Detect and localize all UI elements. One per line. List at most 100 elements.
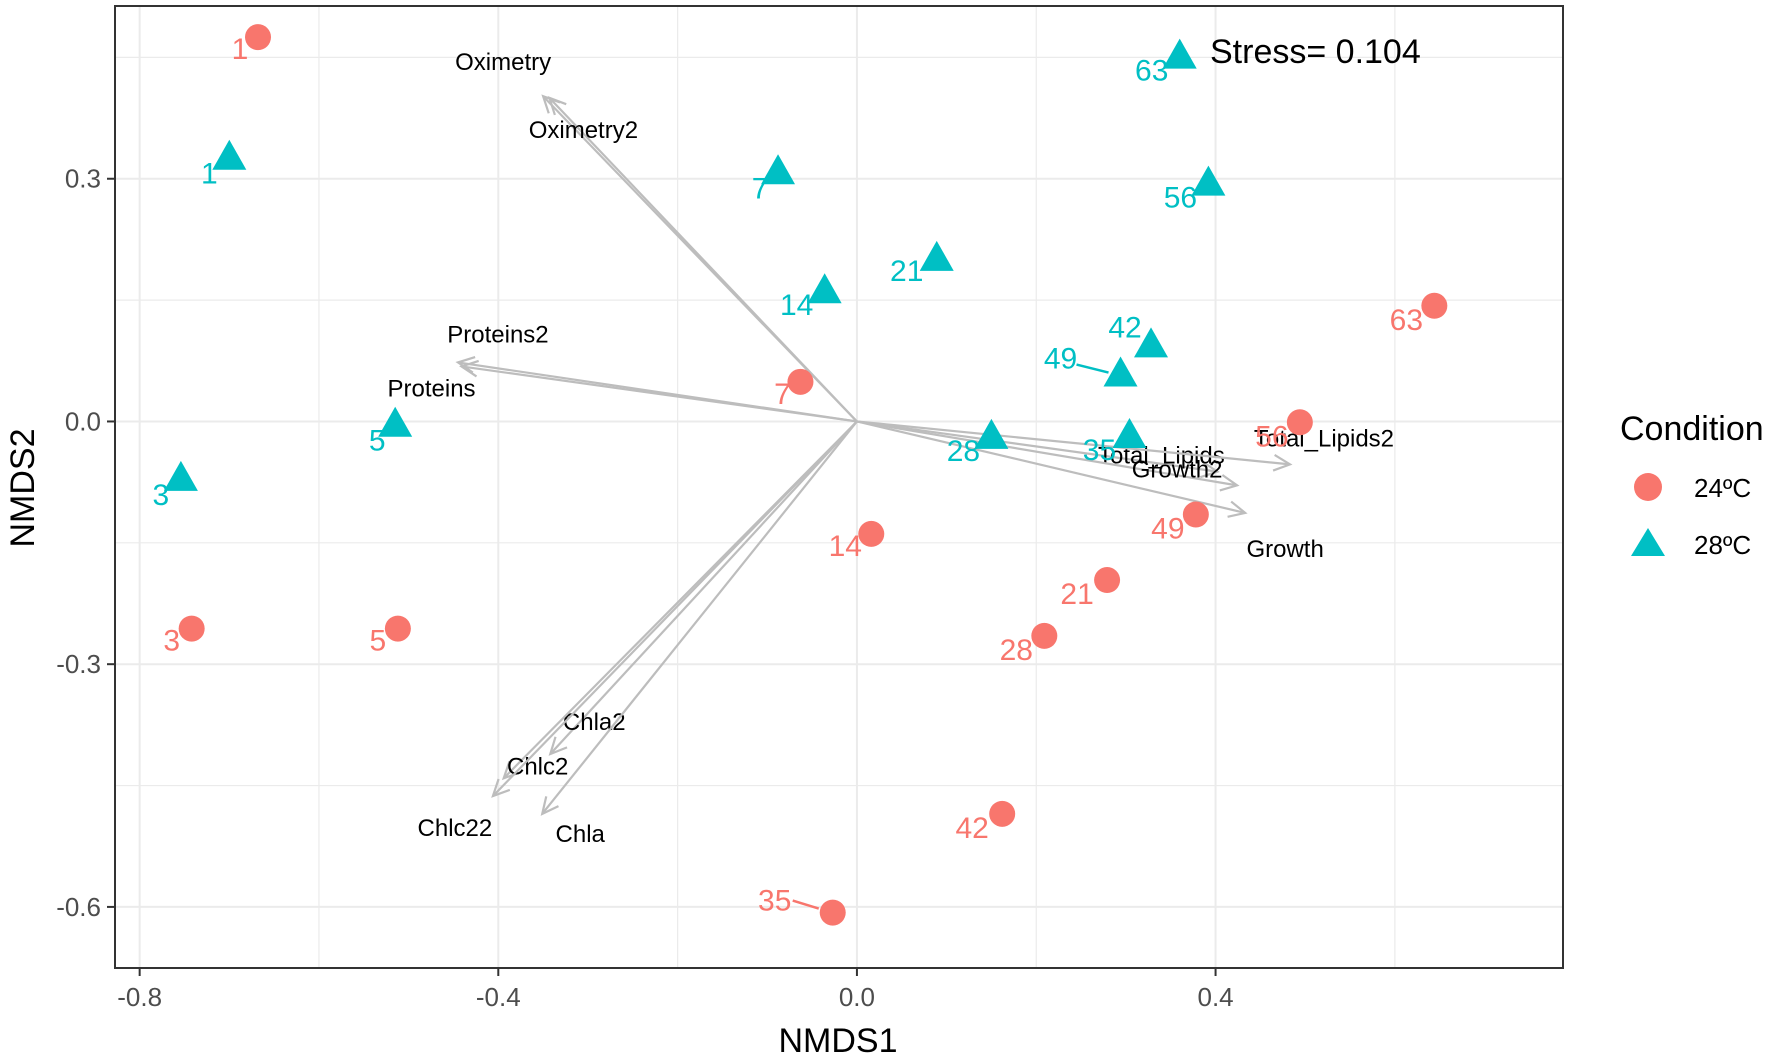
- stress-annotation: Stress= 0.104: [1210, 33, 1421, 71]
- point-label: 28: [947, 435, 980, 468]
- x-tick-label: -0.8: [117, 982, 162, 1012]
- point-label: 1: [201, 158, 218, 191]
- point-label: 42: [1108, 311, 1141, 344]
- vector-label: Proteins: [388, 375, 476, 402]
- point-28c: [1103, 356, 1138, 387]
- point-label: 14: [829, 530, 862, 563]
- point-label-connector: [792, 899, 820, 910]
- point-24c: [787, 368, 814, 395]
- vector-arrow: [492, 420, 858, 797]
- point-28c: [163, 460, 198, 491]
- point-28c: [1134, 327, 1169, 358]
- point-28c: [919, 240, 954, 271]
- x-tick-label: 0.0: [839, 982, 875, 1012]
- point-label: 3: [163, 625, 180, 658]
- vector-label: Growth2: [1132, 456, 1223, 483]
- point-label: 1: [232, 33, 249, 66]
- legend-title: Condition: [1620, 410, 1764, 448]
- point-24c: [1182, 501, 1209, 528]
- point-28c: [1191, 165, 1226, 196]
- point-label: 7: [752, 172, 769, 205]
- point-28c: [1162, 38, 1197, 69]
- vector-arrowhead: [491, 778, 511, 798]
- vector-arrowhead: [548, 736, 568, 756]
- vector-arrowhead: [459, 359, 480, 378]
- vector-arrow: [856, 420, 1291, 466]
- y-tick-label: -0.6: [56, 892, 101, 922]
- vector-arrowhead: [455, 355, 476, 374]
- point-label: 14: [780, 289, 813, 322]
- point-28c: [378, 406, 413, 437]
- grid-lines: [115, 6, 1563, 968]
- vector-arrow: [548, 97, 858, 423]
- point-28c: [761, 154, 796, 185]
- point-label: 63: [1135, 55, 1168, 88]
- point-label: 42: [955, 812, 988, 845]
- point-label: 5: [369, 425, 386, 458]
- y-axis-title: NMDS2: [4, 428, 42, 547]
- point-28c: [212, 139, 247, 170]
- vector-label: Proteins2: [447, 321, 548, 348]
- point-24c: [384, 615, 411, 642]
- panel-border: [114, 5, 1564, 969]
- point-24c: [989, 800, 1016, 827]
- axes: -0.8 -0.4 0.0 0.4 0.3 0.0 -0.3 -0.6: [56, 164, 1233, 1012]
- x-tick-label: 0.4: [1197, 982, 1233, 1012]
- vector-label: Chla: [556, 821, 606, 848]
- legend-label-24: 24ºC: [1694, 473, 1751, 503]
- vector-label: Total_Lipids2: [1254, 425, 1394, 452]
- vector-arrowhead: [540, 796, 559, 816]
- point-label: 56: [1255, 420, 1288, 453]
- point-24c: [178, 615, 205, 642]
- vector-arrowhead: [1199, 460, 1220, 479]
- vector-arrowhead: [1272, 454, 1293, 472]
- point-24c: [1031, 622, 1058, 649]
- vector-label: Growth: [1246, 536, 1323, 563]
- point-28c: [807, 273, 842, 304]
- point-label: 63: [1390, 304, 1423, 337]
- vector-arrow: [856, 420, 1218, 473]
- legend-label-28: 28ºC: [1694, 530, 1751, 560]
- point-label: 35: [1083, 434, 1116, 467]
- vector-arrowhead: [1219, 474, 1240, 492]
- vector-arrow: [856, 420, 1238, 487]
- vector-arrows: Oximetry Oximetry2 Proteins2 Proteins Total_…: [388, 49, 1395, 848]
- point-label: 7: [774, 378, 791, 411]
- point-label: 5: [370, 625, 387, 658]
- point-label: 49: [1151, 513, 1184, 546]
- point-24c: [245, 24, 272, 51]
- point-label-connector: [1076, 363, 1109, 374]
- legend-circle-marker: [1634, 473, 1662, 501]
- point-24c: [1421, 292, 1448, 319]
- point-24c: [1094, 567, 1121, 594]
- point-24c: [1286, 409, 1313, 436]
- vector-label: Oximetry2: [529, 117, 638, 144]
- x-axis-title: NMDS1: [778, 1022, 897, 1060]
- point-24c: [858, 520, 885, 547]
- point-24c: [819, 899, 846, 926]
- vector-arrow: [461, 365, 858, 423]
- vector-label: Chlc2: [507, 753, 568, 780]
- point-label: 21: [1060, 578, 1093, 611]
- point-label: 56: [1164, 182, 1197, 215]
- vector-arrow: [549, 420, 858, 755]
- y-tick-label: 0.3: [65, 164, 101, 194]
- vector-arrow: [856, 420, 1246, 514]
- point-28c: [1112, 418, 1147, 449]
- point-label: 49: [1044, 343, 1077, 376]
- point-label: 28: [1000, 634, 1033, 667]
- legend: Condition 24ºC 28ºC: [1620, 410, 1764, 560]
- vector-arrow: [541, 420, 858, 815]
- vector-label: Oximetry: [455, 49, 551, 76]
- y-tick-label: 0.0: [65, 406, 101, 436]
- point-label: 3: [153, 479, 170, 512]
- point-label: 21: [890, 255, 923, 288]
- vector-arrowhead: [1227, 500, 1248, 518]
- point-28c: [974, 418, 1009, 449]
- point-label: 35: [758, 885, 791, 918]
- vector-arrowhead: [547, 95, 567, 116]
- y-tick-label: -0.3: [56, 649, 101, 679]
- vector-label: Chlc22: [418, 815, 493, 842]
